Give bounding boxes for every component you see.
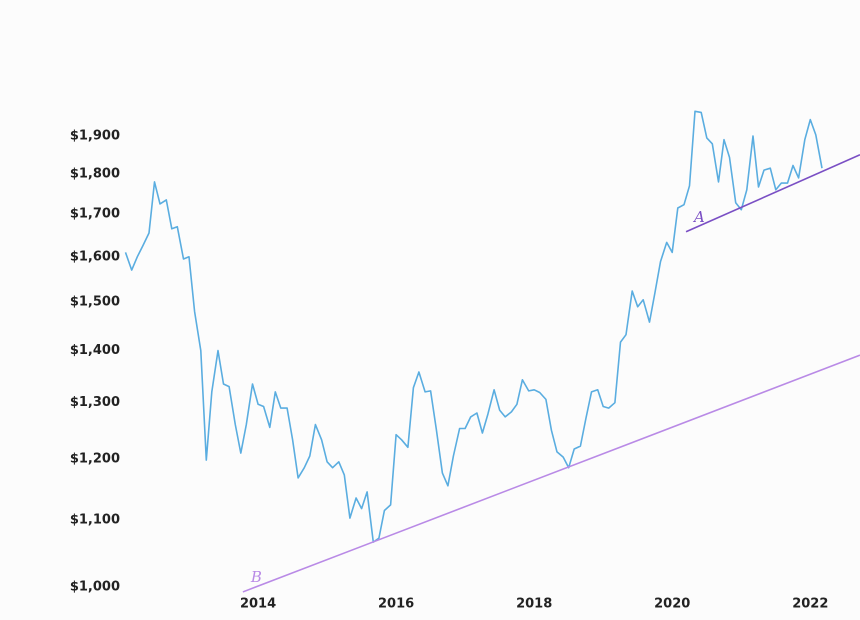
trend-label: B bbox=[250, 568, 262, 586]
trend-line bbox=[242, 354, 860, 593]
y-tick-label: $1,900 bbox=[70, 129, 120, 144]
y-tick-label: $1,200 bbox=[70, 451, 120, 466]
y-tick-label: $1,800 bbox=[70, 167, 120, 182]
trend-line bbox=[685, 154, 860, 233]
y-tick-label: $1,400 bbox=[70, 343, 120, 358]
y-tick-label: $1,100 bbox=[70, 513, 120, 528]
x-tick-label: 2014 bbox=[240, 597, 276, 612]
y-tick-label: $1,000 bbox=[70, 580, 120, 595]
y-tick-label: $1,600 bbox=[70, 249, 120, 264]
trend-label: A bbox=[692, 208, 705, 226]
x-tick-label: 2020 bbox=[654, 597, 690, 612]
y-tick-label: $1,700 bbox=[70, 207, 120, 222]
x-tick-label: 2022 bbox=[792, 597, 828, 612]
y-tick-label: $1,300 bbox=[70, 395, 120, 410]
x-tick-label: 2018 bbox=[516, 597, 552, 612]
price-line bbox=[124, 110, 823, 543]
y-tick-label: $1,500 bbox=[70, 295, 120, 310]
x-tick-label: 2016 bbox=[378, 597, 414, 612]
